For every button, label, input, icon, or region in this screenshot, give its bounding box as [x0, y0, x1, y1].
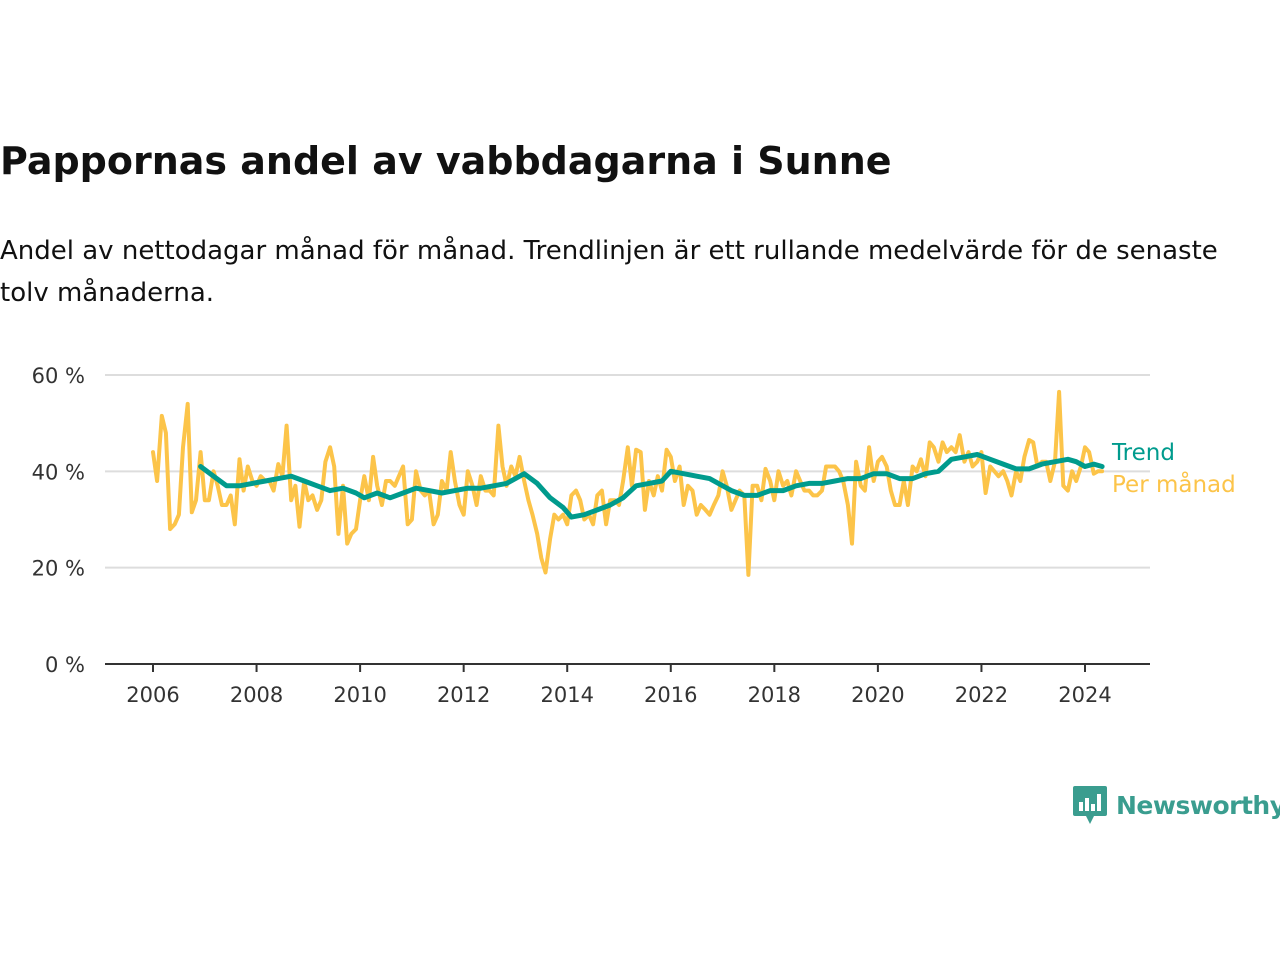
x-tick-label: 2018: [748, 683, 801, 707]
chart-title: Pappornas andel av vabbdagarna i Sunne: [0, 139, 892, 183]
y-tick-label: 60 %: [32, 364, 85, 388]
y-tick-label: 0 %: [45, 653, 85, 677]
axes: 0 % 20 % 40 % 60 % 2006 2008 2010 2012 2014 2016 2…: [32, 364, 1150, 707]
y-tick-label: 20 %: [32, 557, 85, 581]
legend-label-trend: Trend: [1111, 440, 1175, 466]
x-tick-label: 2016: [644, 683, 697, 707]
x-tick-label: 2010: [333, 683, 386, 707]
legend-label-monthly: Per månad: [1112, 470, 1236, 498]
line-chart: 0 % 20 % 40 % 60 % 2006 2008 2010 2012 2014 2016 2…: [32, 364, 1236, 707]
x-tick-label: 2012: [437, 683, 490, 707]
x-tick-label: 2014: [540, 683, 593, 707]
series-lines: [151, 389, 1105, 577]
x-tick-label: 2024: [1058, 683, 1111, 707]
trend-series-line: [198, 452, 1105, 520]
monthly-series-line: [151, 389, 1105, 577]
legend: Trend Per månad: [1111, 440, 1236, 498]
logo-text: Newsworthy: [1116, 790, 1280, 820]
y-tick-label: 40 %: [32, 460, 85, 484]
x-tick-label: 2020: [851, 683, 904, 707]
x-tick-label: 2006: [126, 683, 179, 707]
newsworthy-logo: Newsworthy: [1072, 784, 1280, 826]
chart-subtitle: Andel av nettodagar månad för månad. Tre…: [0, 236, 1218, 308]
x-tick-label: 2022: [955, 683, 1008, 707]
x-tick-label: 2008: [230, 683, 283, 707]
newsworthy-logo-icon: [1073, 786, 1107, 824]
